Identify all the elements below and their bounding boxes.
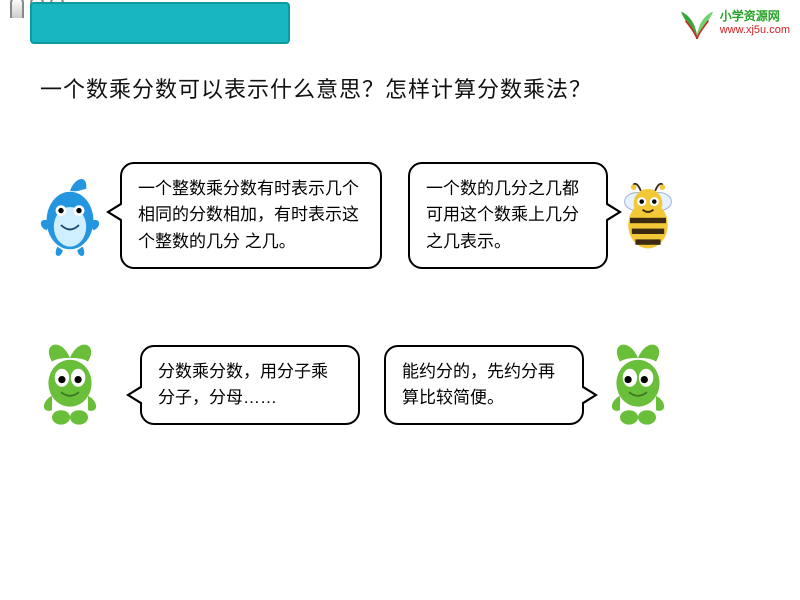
leaf-icon: [676, 4, 718, 42]
character-dolphin: [30, 171, 110, 261]
site-logo: 小学资源网 www.xj5u.com: [676, 4, 790, 42]
speech-bubble-1: 一个整数乘分数有时表示几个相同的分数相加，有时表示这个整数的几分 之几。: [120, 162, 382, 269]
bubble-4-text: 能约分的，先约分再算比较简便。: [402, 362, 555, 407]
row-1: 一个整数乘分数有时表示几个相同的分数相加，有时表示这个整数的几分 之几。 一个数…: [30, 162, 688, 269]
speech-bubble-4: 能约分的，先约分再算比较简便。: [384, 345, 584, 426]
logo-text-cn: 小学资源网: [720, 10, 790, 23]
speech-bubble-3: 分数乘分数，用分子乘分子，分母……: [140, 345, 360, 426]
bubble-3-text: 分数乘分数，用分子乘分子，分母……: [158, 362, 328, 407]
speech-bubble-2: 一个数的几分之几都可用这个数乘上几分之几表示。: [408, 162, 608, 269]
character-alien-left: [30, 340, 110, 430]
bubble-1-text: 一个整数乘分数有时表示几个相同的分数相加，有时表示这个整数的几分 之几。: [138, 179, 359, 251]
row-2: 分数乘分数，用分子乘分子，分母…… 能约分的，先约分再算比较简便。: [30, 340, 678, 430]
logo-text-url: www.xj5u.com: [720, 24, 790, 36]
bubble-2-text: 一个数的几分之几都可用这个数乘上几分之几表示。: [426, 179, 579, 251]
character-alien-right: [598, 340, 678, 430]
page-question: 一个数乘分数可以表示什么意思？怎样计算分数乘法？: [40, 72, 592, 104]
title-tab: [30, 2, 290, 44]
